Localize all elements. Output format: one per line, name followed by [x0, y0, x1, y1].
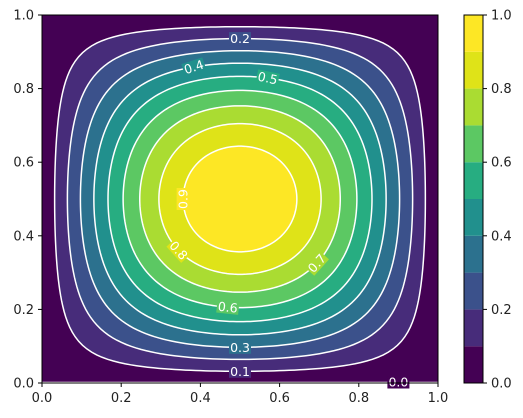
- y-tick-label: 0.8: [13, 82, 34, 97]
- plot-frame: [41, 14, 439, 384]
- contour-label-group-1: 0.4: [181, 57, 207, 77]
- y-axis: 0.0 0.2 0.4 0.6 0.8 1.0: [13, 9, 42, 392]
- x-tick-label: 0.6: [269, 391, 290, 406]
- contour-label: 0.6: [217, 299, 238, 316]
- contour-label-gap: [216, 299, 240, 315]
- contour-label-group-9: 0.0: [387, 375, 410, 390]
- x-tick-label: 0.4: [190, 391, 211, 406]
- colorbar-band-6: [464, 125, 483, 163]
- contour-label-gap: [229, 364, 251, 378]
- contour-label-group-3: 0.9: [176, 188, 191, 210]
- plot-area: 0.20.40.50.90.80.70.60.30.10.0: [41, 14, 439, 390]
- contour-label: 0.9: [176, 189, 191, 209]
- colorbar-band-3: [464, 235, 483, 273]
- x-tick-label: 0.2: [111, 391, 132, 406]
- x-tick-label: 0.0: [32, 391, 53, 406]
- contour-fill-layer: [42, 15, 438, 383]
- contour-label-gap: [176, 188, 190, 210]
- contour-label: 0.5: [256, 69, 279, 88]
- colorbar-ticks: 0.0 0.2 0.4 0.6 0.8 1.0: [483, 9, 512, 392]
- colorbar-tick-label: 1.0: [491, 9, 512, 24]
- colorbar-band-2: [464, 272, 483, 310]
- contour-label: 0.2: [230, 31, 250, 46]
- colorbar-tick-label: 0.8: [491, 82, 512, 97]
- colorbar-band-1: [464, 309, 483, 347]
- y-tick-label: 0.6: [13, 156, 34, 171]
- colorbar-band-0: [464, 346, 483, 383]
- colorbar-band-9: [464, 15, 483, 52]
- colorbar-frame: [463, 14, 484, 384]
- y-tick-label: 0.2: [13, 303, 34, 318]
- colorbar-band-7: [464, 88, 483, 126]
- contour-label: 0.0: [388, 375, 408, 390]
- y-tick-label: 0.0: [13, 377, 34, 392]
- contour-label-group-2: 0.5: [255, 69, 280, 88]
- contour-band-9: [183, 146, 297, 252]
- contour-label-gap: [255, 69, 280, 87]
- colorbar: 0.0 0.2 0.4 0.6 0.8 1.0: [463, 9, 512, 392]
- colorbar-bands: [464, 15, 483, 383]
- colorbar-band-8: [464, 51, 483, 89]
- y-tick-label: 0.4: [13, 229, 34, 244]
- y-tick-label: 1.0: [13, 9, 34, 24]
- contour-label-gap: [166, 237, 191, 263]
- contour-label-gap: [181, 57, 207, 77]
- colorbar-tick-label: 0.2: [491, 303, 512, 318]
- contour-label-gap: [387, 375, 410, 389]
- contour-line-0: [53, 25, 427, 373]
- contour-label-gap: [229, 340, 251, 354]
- contour-line-5: [122, 89, 358, 309]
- contour-label-gap: [304, 250, 329, 276]
- contour-label: 0.1: [230, 364, 250, 379]
- colorbar-band-4: [464, 199, 483, 236]
- contour-label-gap: [229, 32, 251, 46]
- colorbar-tick-label: 0.0: [491, 377, 512, 392]
- x-tick-label: 1.0: [428, 391, 449, 406]
- contour-line-1: [66, 37, 414, 361]
- colorbar-band-5: [464, 162, 483, 199]
- contour-line-7: [158, 122, 322, 276]
- contour-line-3: [93, 62, 387, 336]
- contour-label: 0.4: [182, 57, 206, 77]
- x-axis: 0.0 0.2 0.4 0.6 0.8 1.0: [32, 383, 449, 406]
- x-tick-label: 0.8: [348, 391, 369, 406]
- contour-label-group-8: 0.1: [229, 364, 251, 379]
- colorbar-tick-label: 0.4: [491, 229, 512, 244]
- contour-line-4: [107, 75, 373, 323]
- contour-line-2: [79, 49, 401, 349]
- contour-label-group-6: 0.6: [216, 299, 240, 316]
- colorbar-tick-label: 0.6: [491, 156, 512, 171]
- contour-label-group-0: 0.2: [229, 31, 251, 46]
- contour-line-6: [138, 105, 342, 293]
- contour-label-group-7: 0.3: [229, 340, 251, 355]
- contour-label: 0.3: [230, 340, 250, 355]
